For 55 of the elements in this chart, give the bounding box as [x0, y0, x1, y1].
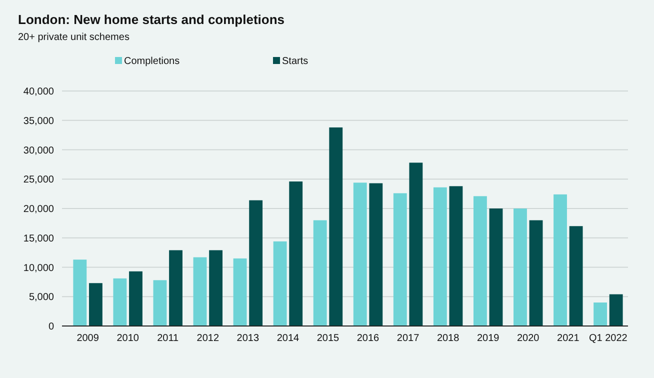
- x-tick-label: 2020: [517, 333, 540, 344]
- bar: [569, 226, 583, 326]
- y-tick-label: 30,000: [23, 145, 54, 156]
- bar: [554, 194, 567, 326]
- chart-subtitle: 20+ private unit schemes: [18, 32, 130, 43]
- bar: [113, 278, 127, 326]
- y-tick-label: 0: [48, 322, 54, 332]
- bar: [193, 257, 207, 326]
- y-tick-label: 20,000: [23, 204, 54, 215]
- bar: [433, 187, 447, 326]
- x-tick-label: Q1 2022: [589, 333, 628, 344]
- y-tick-label: 15,000: [23, 233, 54, 244]
- bar: [153, 280, 167, 326]
- bar: [313, 220, 327, 326]
- x-tick-label: 2019: [476, 333, 500, 344]
- bar: [169, 250, 182, 326]
- x-tick-label: 2010: [116, 333, 140, 344]
- bar: [514, 208, 527, 326]
- bar: [449, 186, 463, 326]
- chart-title: London: New home starts and completions: [18, 12, 285, 27]
- legend-label: Starts: [282, 56, 308, 67]
- x-tick-label: 2018: [436, 333, 460, 344]
- x-tick-label: 2014: [276, 333, 300, 344]
- bar: [594, 302, 607, 326]
- bar: [73, 260, 87, 326]
- y-tick-label: 25,000: [23, 174, 54, 186]
- x-tick-label: 2013: [236, 333, 260, 344]
- x-tick-label: 2017: [396, 333, 420, 344]
- bar: [233, 258, 247, 326]
- y-tick-label: 40,000: [23, 86, 54, 98]
- bar: [329, 127, 343, 326]
- x-tick-label: 2021: [557, 333, 580, 344]
- bar: [289, 181, 303, 326]
- y-tick-label: 35,000: [23, 116, 54, 127]
- bar: [369, 183, 383, 326]
- y-tick-label: 10,000: [23, 262, 54, 274]
- bar: [129, 271, 142, 326]
- bar: [409, 162, 423, 326]
- bar: [273, 241, 287, 326]
- legend-label: Completions: [124, 56, 180, 67]
- bar: [353, 182, 367, 326]
- bar: [393, 193, 407, 326]
- bar: [89, 283, 102, 326]
- bar: [249, 200, 263, 326]
- x-tick-label: 2011: [157, 333, 180, 344]
- bar: [209, 250, 223, 326]
- x-tick-label: 2009: [76, 333, 100, 344]
- x-tick-label: 2012: [196, 333, 220, 344]
- bar: [529, 220, 543, 326]
- bar: [489, 208, 503, 326]
- x-tick-label: 2015: [316, 333, 340, 344]
- x-tick-label: 2016: [356, 333, 380, 344]
- y-tick-label: 5,000: [28, 292, 54, 304]
- bar: [609, 294, 623, 326]
- bar: [473, 196, 487, 326]
